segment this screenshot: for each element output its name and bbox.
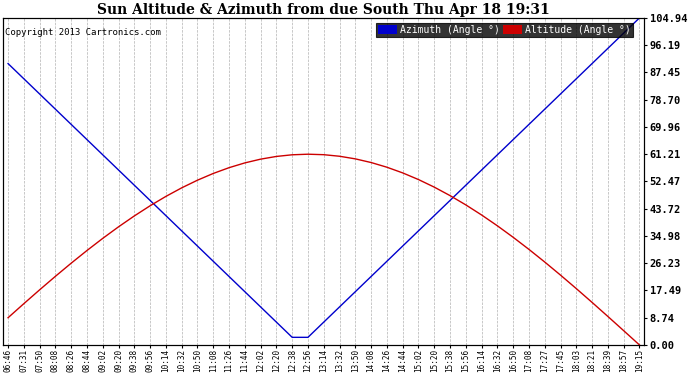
- Title: Sun Altitude & Azimuth from due South Thu Apr 18 19:31: Sun Altitude & Azimuth from due South Th…: [97, 3, 550, 17]
- Text: Copyright 2013 Cartronics.com: Copyright 2013 Cartronics.com: [6, 28, 161, 37]
- Legend: Azimuth (Angle °), Altitude (Angle °): Azimuth (Angle °), Altitude (Angle °): [376, 23, 633, 37]
